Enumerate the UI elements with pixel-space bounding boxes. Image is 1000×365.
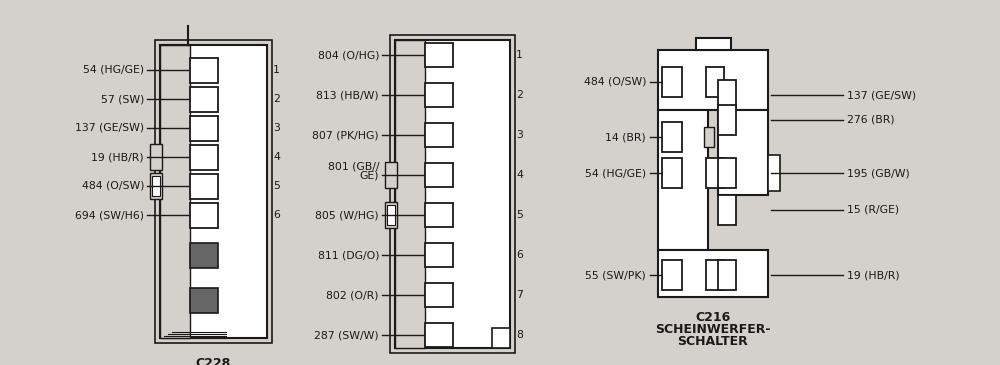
Text: SCHALTER: SCHALTER <box>678 335 748 348</box>
Bar <box>152 176 160 196</box>
Text: 807 (PK/HG): 807 (PK/HG) <box>312 130 379 140</box>
Text: 6: 6 <box>273 210 280 220</box>
Text: C228: C228 <box>196 357 231 365</box>
Bar <box>706 260 724 290</box>
Bar <box>696 38 730 50</box>
Bar <box>190 288 218 312</box>
Bar <box>658 110 708 250</box>
Bar <box>190 145 218 169</box>
Text: 3: 3 <box>516 130 523 140</box>
Text: 5: 5 <box>516 210 523 220</box>
Text: 2: 2 <box>516 90 523 100</box>
Bar <box>190 58 218 82</box>
Bar <box>718 260 736 290</box>
Bar <box>706 158 724 188</box>
Bar <box>425 203 453 227</box>
Text: 813 (HB/W): 813 (HB/W) <box>316 90 379 100</box>
Text: SCHEINWERFER-: SCHEINWERFER- <box>655 323 771 336</box>
Bar <box>395 40 425 348</box>
Bar <box>718 80 736 110</box>
Bar <box>160 45 267 338</box>
Bar <box>425 163 453 187</box>
Bar <box>662 67 682 97</box>
Bar <box>395 40 510 348</box>
Text: 3: 3 <box>273 123 280 133</box>
Text: 484 (O/SW): 484 (O/SW) <box>584 77 646 87</box>
Text: C216: C216 <box>695 311 731 324</box>
Text: 55 (SW/PK): 55 (SW/PK) <box>585 270 646 280</box>
Text: 137 (GE/SW): 137 (GE/SW) <box>847 90 916 100</box>
Text: 8: 8 <box>516 330 523 340</box>
Bar <box>190 242 218 268</box>
Bar <box>718 195 736 225</box>
Bar <box>390 35 515 353</box>
Text: 1: 1 <box>516 50 523 60</box>
Text: 54 (HG/GE): 54 (HG/GE) <box>83 65 144 75</box>
Text: 6: 6 <box>516 250 523 260</box>
Bar <box>492 328 510 348</box>
Bar <box>190 87 218 111</box>
Bar <box>425 123 453 147</box>
Bar <box>155 40 272 343</box>
Text: 287 (SW/W): 287 (SW/W) <box>314 330 379 340</box>
Bar <box>425 283 453 307</box>
Bar <box>706 67 724 97</box>
Bar <box>718 158 736 188</box>
Bar <box>387 205 395 225</box>
Text: 4: 4 <box>516 170 523 180</box>
Bar <box>704 127 714 147</box>
Text: 15 (R/GE): 15 (R/GE) <box>847 205 899 215</box>
Text: 811 (DG/O): 811 (DG/O) <box>318 250 379 260</box>
Text: 694 (SW/H6): 694 (SW/H6) <box>75 210 144 220</box>
Text: 1: 1 <box>273 65 280 75</box>
Bar <box>718 110 768 195</box>
Bar <box>385 202 397 228</box>
Text: 805 (W/HG): 805 (W/HG) <box>315 210 379 220</box>
Bar <box>662 122 682 152</box>
Text: 804 (O/HG): 804 (O/HG) <box>318 50 379 60</box>
Bar <box>425 243 453 267</box>
Bar <box>160 45 190 338</box>
Bar <box>662 158 682 188</box>
Bar <box>425 323 453 347</box>
Text: 14 (BR): 14 (BR) <box>605 132 646 142</box>
Bar <box>662 260 682 290</box>
Bar <box>658 250 768 297</box>
Bar <box>425 43 453 67</box>
Bar <box>425 83 453 107</box>
Text: 19 (HB/R): 19 (HB/R) <box>847 270 900 280</box>
Bar <box>190 203 218 227</box>
Bar <box>190 115 218 141</box>
Text: 4: 4 <box>273 152 280 162</box>
Text: 802 (O/R): 802 (O/R) <box>326 290 379 300</box>
Text: 19 (HB/R): 19 (HB/R) <box>91 152 144 162</box>
Text: 5: 5 <box>273 181 280 191</box>
Bar <box>150 144 162 170</box>
Bar <box>385 162 397 188</box>
Text: 2: 2 <box>273 94 280 104</box>
Bar <box>658 50 768 110</box>
Text: 57 (SW): 57 (SW) <box>101 94 144 104</box>
Text: 276 (BR): 276 (BR) <box>847 115 895 125</box>
Bar <box>190 173 218 199</box>
Text: 137 (GE/SW): 137 (GE/SW) <box>75 123 144 133</box>
Text: 801 (GB//
GE): 801 (GB// GE) <box>328 161 379 181</box>
Text: 7: 7 <box>516 290 523 300</box>
Text: 195 (GB/W): 195 (GB/W) <box>847 168 910 178</box>
Text: 54 (HG/GE): 54 (HG/GE) <box>585 168 646 178</box>
Bar <box>150 173 162 199</box>
Text: 484 (O/SW): 484 (O/SW) <box>82 181 144 191</box>
Bar <box>718 105 736 135</box>
Bar <box>768 155 780 191</box>
